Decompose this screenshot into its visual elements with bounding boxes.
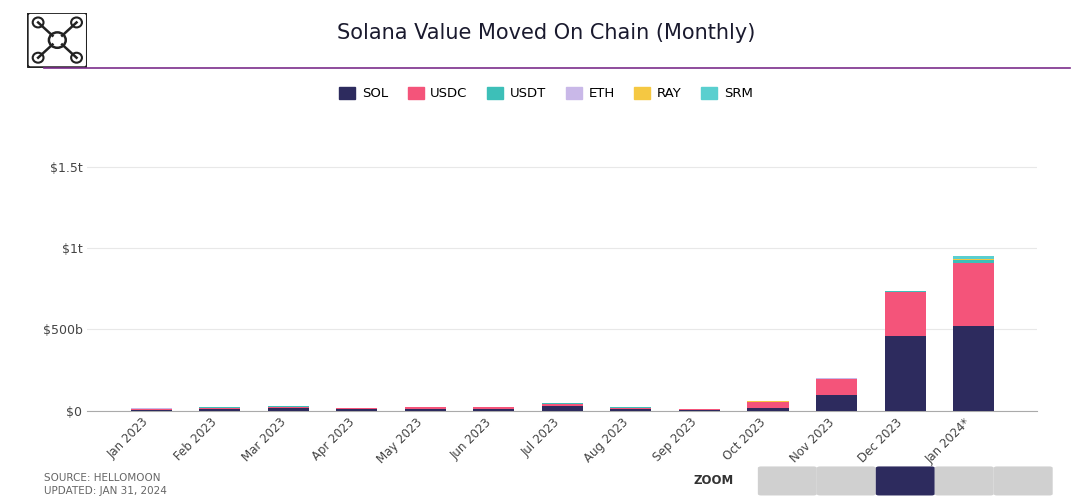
Circle shape [71,53,82,63]
Bar [679,410,720,411]
Bar [747,408,788,411]
Bar [199,409,240,411]
Bar [542,406,583,411]
Text: ALL: ALL [776,476,798,486]
Bar [473,409,514,411]
Bar [885,291,926,292]
Text: SOURCE: HELLOMOON
UPDATED: JAN 31, 2024: SOURCE: HELLOMOON UPDATED: JAN 31, 2024 [44,473,167,496]
Circle shape [33,18,44,28]
Circle shape [49,33,66,48]
Bar [405,409,446,411]
Bar [953,260,994,261]
Bar [268,408,309,411]
Bar [953,261,994,263]
Bar [610,408,652,409]
Bar [199,408,240,409]
Bar [679,409,720,410]
Bar [336,409,378,411]
Bar [953,326,994,411]
Text: Solana Value Moved On Chain (Monthly): Solana Value Moved On Chain (Monthly) [336,23,756,43]
Bar [268,407,309,408]
Bar [610,409,652,411]
Bar [542,404,583,406]
Bar [542,403,583,404]
Bar [953,263,994,326]
Bar [816,395,857,411]
Bar [473,407,514,409]
Circle shape [33,53,44,63]
Legend: SOL, USDC, USDT, ETH, RAY, SRM: SOL, USDC, USDT, ETH, RAY, SRM [334,82,758,106]
Bar [131,409,171,411]
Bar [747,402,788,408]
Bar [336,408,378,409]
Bar [405,407,446,409]
Text: ZOOM: ZOOM [693,474,734,487]
Circle shape [71,18,82,28]
FancyBboxPatch shape [27,13,87,68]
Bar [816,379,857,395]
Text: 12M: 12M [893,476,917,486]
Bar [953,256,994,260]
Text: YTD: YTD [834,476,858,486]
Bar [885,336,926,411]
Bar [885,292,926,336]
